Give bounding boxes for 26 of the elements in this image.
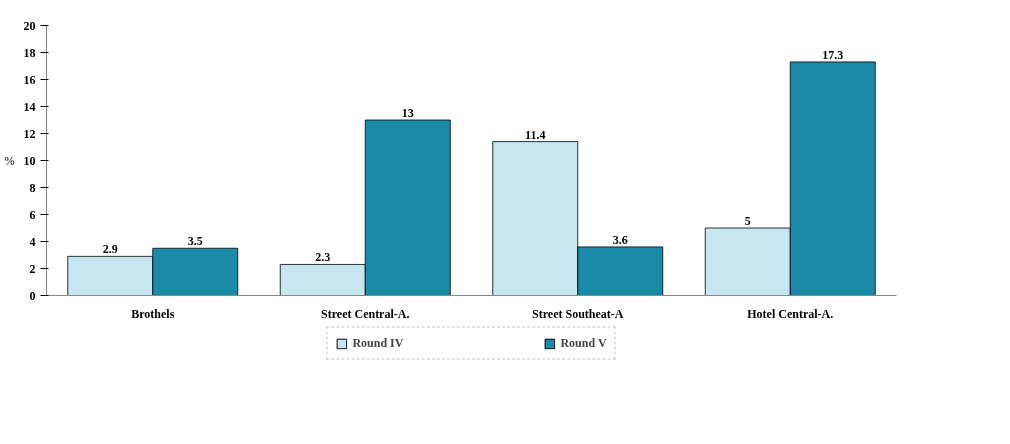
x-tick-label: Street Southeat-A bbox=[532, 306, 624, 321]
y-tick-label: 6 bbox=[29, 207, 36, 222]
x-tick-label: Brothels bbox=[131, 306, 175, 321]
data-label: 13 bbox=[401, 106, 414, 120]
data-label: 17.3 bbox=[822, 47, 844, 62]
y-tick-label: 2 bbox=[29, 261, 36, 276]
y-tick-label: 10 bbox=[23, 153, 36, 168]
legend-label: Round IV bbox=[352, 335, 404, 351]
data-label: 11.4 bbox=[525, 127, 546, 142]
y-tick-label: 12 bbox=[23, 126, 36, 141]
y-axis-title: % bbox=[3, 153, 16, 168]
y-tick-label: 14 bbox=[23, 99, 36, 114]
data-label: 2.3 bbox=[315, 250, 331, 265]
y-tick-label: 8 bbox=[29, 180, 36, 195]
data-label: 3.6 bbox=[612, 232, 628, 247]
y-tick-label: 0 bbox=[29, 288, 36, 303]
data-label: 5 bbox=[744, 214, 751, 228]
y-tick-label: 18 bbox=[23, 45, 36, 60]
x-tick-label: Hotel Central-A. bbox=[747, 306, 834, 321]
legend-label: Round V bbox=[560, 335, 607, 351]
x-tick-label: Street Central-A. bbox=[321, 306, 410, 321]
y-tick-label: 4 bbox=[29, 234, 36, 249]
y-tick-label: 20 bbox=[23, 18, 36, 33]
data-label: 3.5 bbox=[187, 234, 203, 249]
y-tick-label: 16 bbox=[23, 72, 36, 87]
data-label: 2.9 bbox=[102, 242, 118, 257]
